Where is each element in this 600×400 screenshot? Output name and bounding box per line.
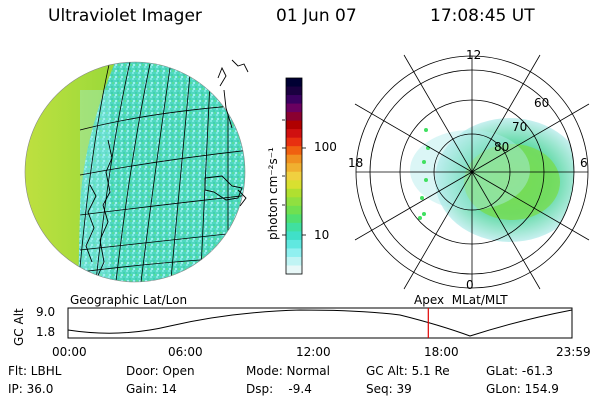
colorbar-swatch — [286, 120, 302, 130]
colorbar-swatch — [286, 112, 302, 122]
colorbar-swatch — [286, 163, 302, 173]
mlt-label-12: 12 — [466, 48, 482, 62]
time-tick-2359: 23:59 — [556, 345, 591, 359]
colorbar-swatch — [286, 197, 302, 207]
altitude-tick-high: 9.0 — [36, 305, 56, 319]
colorbar-swatch — [286, 86, 302, 96]
instrument-title: Ultraviolet Imager — [48, 6, 202, 26]
colorbar-swatch — [286, 188, 302, 198]
colorbar-swatch — [286, 239, 302, 250]
apex-caption: Apex MLat/MLT — [414, 293, 508, 307]
mlt-label-18: 18 — [348, 156, 364, 170]
colorbar — [285, 77, 303, 275]
polar-plot — [354, 54, 590, 290]
info-gain: Gain: 14 — [126, 382, 177, 396]
altitude-tick-low: 1.8 — [36, 325, 56, 339]
colorbar-swatch — [286, 214, 302, 224]
geographic-caption: Geographic Lat/Lon — [70, 293, 188, 307]
colorbar-swatch — [286, 137, 302, 147]
time-tick-1800: 18:00 — [424, 345, 459, 359]
info-flight: Flt: LBHL — [8, 364, 62, 378]
colorbar-swatch — [286, 180, 302, 190]
time-tick-1200: 12:00 — [296, 345, 331, 359]
colorbar-ticks — [282, 119, 306, 236]
mlt-label-0: 0 — [466, 278, 474, 292]
colorbar-swatch — [286, 265, 302, 275]
colorbar-swatch — [286, 154, 302, 164]
time-tick-0000: 00:00 — [52, 345, 87, 359]
info-gc-alt: GC Alt: 5.1 Re — [366, 364, 450, 378]
colorbar-swatch — [286, 171, 302, 181]
colorbar-swatch — [286, 129, 302, 139]
info-mode: Mode: Normal — [246, 364, 330, 378]
colorbar-swatch — [286, 256, 302, 267]
info-glon: GLon: 154.9 — [486, 382, 559, 396]
info-ip: IP: 36.0 — [8, 382, 54, 396]
mlat-label-60: 60 — [534, 96, 550, 110]
time-tick-0600: 06:00 — [168, 345, 203, 359]
mlat-label-70: 70 — [512, 120, 528, 134]
colorbar-frame — [285, 77, 303, 275]
info-glat: GLat: -61.3 — [486, 364, 553, 378]
info-seq: Seq: 39 — [366, 382, 412, 396]
altitude-plot — [67, 307, 573, 339]
time-label: 17:08:45 UT — [430, 6, 535, 26]
colorbar-swatch — [286, 248, 302, 258]
colorbar-swatch — [286, 103, 302, 113]
info-dsp: Dsp: -9.4 — [246, 382, 312, 396]
altitude-axis-label: GC Alt — [12, 308, 26, 346]
colorbar-swatch — [286, 205, 302, 215]
colorbar-swatch — [286, 78, 302, 88]
info-door: Door: Open — [126, 364, 195, 378]
date-label: 01 Jun 07 — [276, 6, 357, 26]
geographic-globe — [24, 59, 249, 283]
colorbar-unit-label: photon cm⁻²s⁻¹ — [266, 147, 280, 240]
colorbar-swatch — [286, 95, 302, 105]
colorbar-swatch — [286, 146, 302, 156]
colorbar-swatch — [286, 222, 302, 232]
mlt-label-6: 6 — [580, 156, 588, 170]
colorbar-tick-10: 10 — [314, 228, 330, 242]
colorbar-swatch — [286, 231, 302, 241]
colorbar-tick-100: 100 — [314, 140, 337, 154]
mlat-label-80: 80 — [494, 140, 510, 154]
